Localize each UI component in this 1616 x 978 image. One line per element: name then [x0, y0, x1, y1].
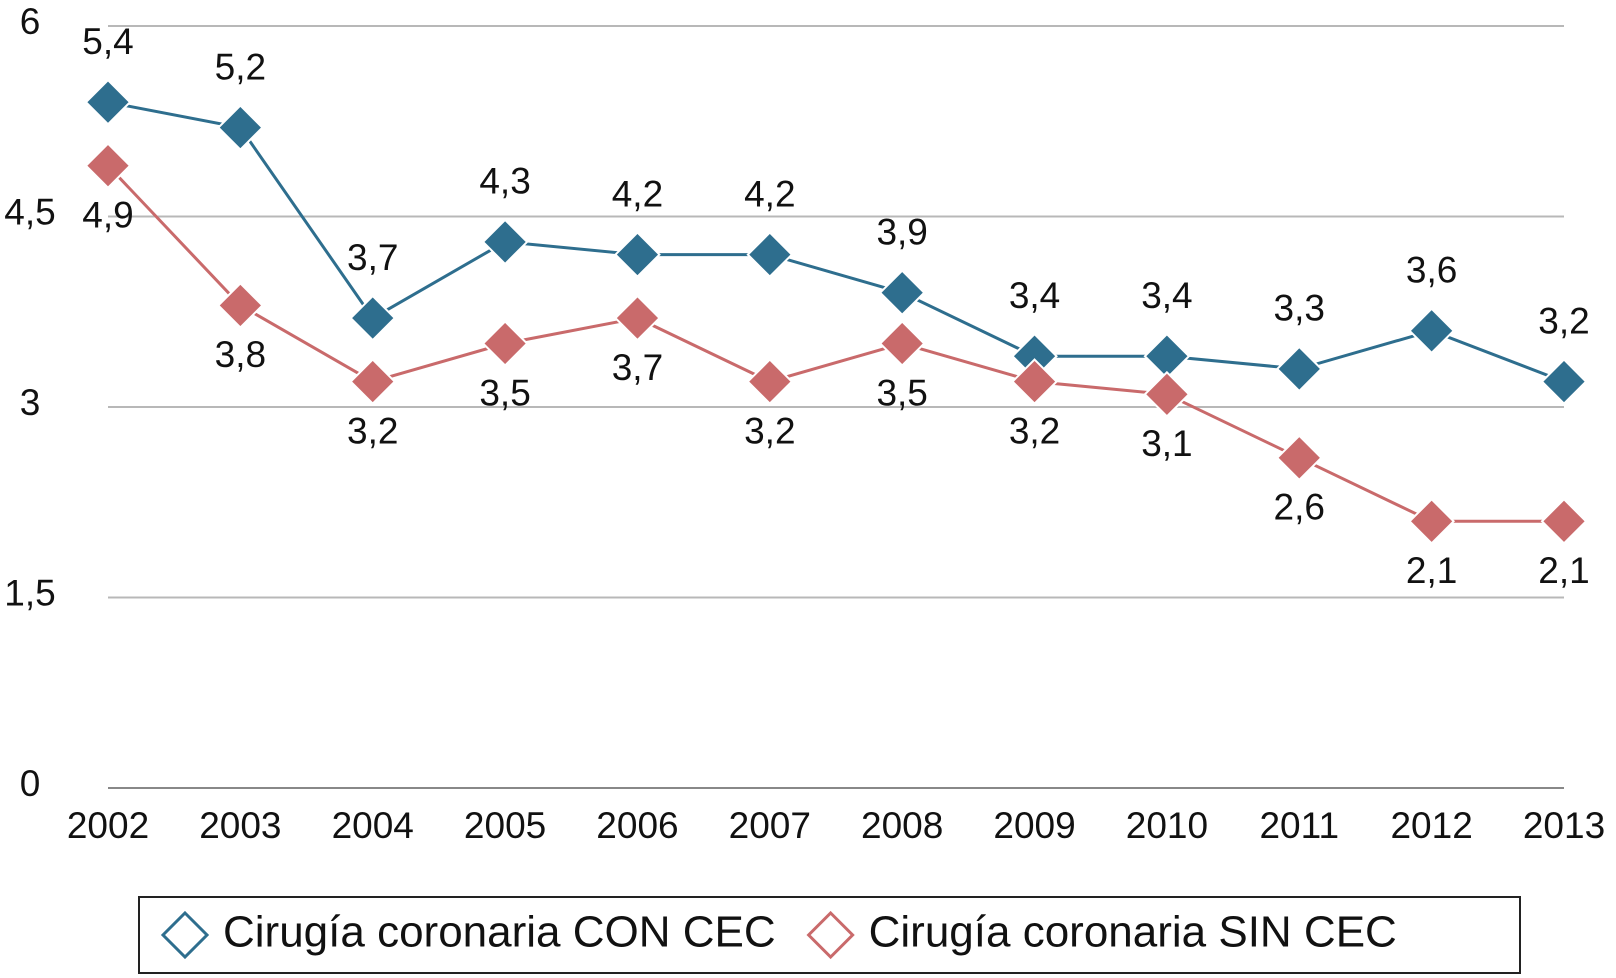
- data-label: 3,2: [1538, 300, 1589, 341]
- marker: [614, 231, 661, 279]
- data-label: 3,4: [1141, 275, 1192, 316]
- x-tick-label: 2003: [199, 805, 281, 846]
- data-label: 5,2: [215, 46, 266, 87]
- data-label: 3,3: [1274, 288, 1325, 329]
- marker: [1408, 497, 1456, 545]
- marker: [878, 269, 926, 317]
- x-tick-label: 2005: [464, 805, 546, 846]
- x-tick-label: 2004: [332, 805, 414, 846]
- x-tick-label: 2012: [1390, 805, 1472, 846]
- data-label: 4,3: [479, 161, 530, 202]
- marker: [84, 142, 132, 190]
- data-label: 3,5: [876, 372, 927, 413]
- data-label: 3,5: [479, 372, 530, 413]
- marker: [216, 104, 264, 152]
- marker: [481, 320, 529, 367]
- y-tick-label: 4,5: [4, 191, 55, 232]
- x-tick-label: 2002: [67, 805, 149, 846]
- data-label: 3,7: [612, 347, 663, 388]
- data-label: 2,6: [1274, 487, 1325, 528]
- x-tick-label: 2008: [861, 805, 943, 846]
- data-label: 3,1: [1141, 423, 1192, 464]
- y-tick-label: 6: [20, 1, 41, 42]
- marker: [481, 218, 529, 266]
- data-label: 3,4: [1009, 275, 1060, 316]
- data-label: 3,2: [347, 410, 398, 451]
- marker: [746, 358, 794, 406]
- marker: [1408, 307, 1456, 355]
- data-label: 3,7: [347, 237, 398, 278]
- legend-label: Cirugía coronaria CON CEC: [223, 908, 776, 957]
- series-line: [107, 100, 1565, 384]
- y-tick-label: 3: [20, 382, 41, 423]
- data-label: 3,9: [876, 211, 927, 252]
- marker: [1540, 358, 1588, 406]
- marker: [1275, 345, 1323, 393]
- marker: [746, 231, 794, 279]
- marker: [614, 294, 661, 342]
- marker: [1011, 358, 1058, 406]
- x-tick-label: 2009: [993, 805, 1075, 846]
- x-tick-label: 2006: [596, 805, 678, 846]
- data-label: 2,1: [1406, 550, 1457, 591]
- marker: [1275, 434, 1323, 482]
- x-tick-label: 2013: [1523, 805, 1605, 846]
- data-label: 5,4: [82, 21, 133, 62]
- x-tick-label: 2011: [1259, 805, 1339, 846]
- marker: [216, 281, 264, 329]
- y-tick-label: 0: [20, 763, 41, 804]
- marker: [878, 320, 926, 367]
- x-tick-label: 2010: [1126, 805, 1208, 846]
- marker: [84, 78, 132, 126]
- data-label: 3,2: [1009, 410, 1060, 451]
- legend-label: Cirugía coronaria SIN CEC: [869, 908, 1397, 957]
- marker: [1540, 497, 1588, 545]
- data-label: 4,2: [612, 173, 663, 214]
- data-label: 3,2: [744, 410, 795, 451]
- data-label: 4,9: [82, 194, 133, 235]
- marker: [349, 358, 397, 406]
- series-line: [106, 164, 1564, 523]
- data-label: 3,8: [215, 334, 266, 375]
- legend-marker: [806, 910, 855, 960]
- data-label: 3,6: [1406, 250, 1457, 291]
- marker: [1143, 370, 1191, 418]
- marker: [349, 294, 397, 342]
- x-tick-label: 2007: [729, 805, 811, 846]
- data-label: 2,1: [1538, 550, 1589, 591]
- data-label: 4,2: [744, 173, 795, 214]
- y-tick-label: 1,5: [4, 572, 55, 613]
- legend: Cirugía coronaria CON CEC Cirugía coronar…: [138, 896, 1521, 974]
- legend-marker: [160, 910, 210, 960]
